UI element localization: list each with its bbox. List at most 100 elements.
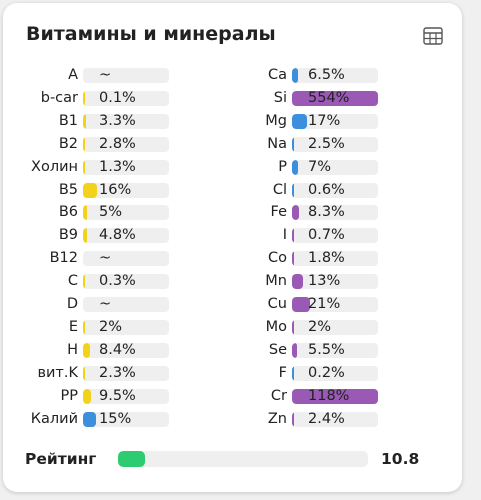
nutrient-bar bbox=[83, 274, 85, 290]
bar-track bbox=[292, 411, 378, 427]
nutrient-value: 1.3% bbox=[99, 158, 136, 175]
bar-track bbox=[83, 68, 169, 83]
nutrient-value: 2.3% bbox=[99, 364, 136, 381]
nutrient-name: B5 bbox=[58, 181, 78, 198]
nutrient-row: Si 554% bbox=[217, 88, 447, 108]
nutrient-bar bbox=[292, 274, 304, 290]
nutrient-row: Fe 8.3% bbox=[217, 202, 447, 222]
bar-track bbox=[292, 342, 378, 358]
card: Витамины и минералы A ~ b-car 0.1% B1 3.3% B2 2… bbox=[3, 3, 462, 492]
nutrient-bar bbox=[292, 388, 378, 404]
nutrient-value: 2.4% bbox=[308, 410, 345, 427]
nutrient-name: Mg bbox=[265, 112, 287, 129]
nutrient-name: Mo bbox=[265, 318, 287, 335]
bar-track bbox=[83, 319, 169, 335]
nutrient-bar bbox=[292, 319, 294, 335]
nutrient-bar bbox=[292, 68, 298, 83]
nutrient-bar bbox=[83, 411, 96, 427]
nutrient-row: Cu 21% bbox=[217, 294, 447, 314]
nutrient-row: Na 2.5% bbox=[217, 134, 447, 154]
bar-track bbox=[292, 182, 378, 198]
rating-track bbox=[118, 451, 368, 467]
nutrient-name: I bbox=[282, 227, 287, 244]
nutrient-bar bbox=[292, 136, 295, 152]
nutrient-value: 0.2% bbox=[308, 364, 345, 381]
nutrient-value: ~ bbox=[99, 250, 112, 267]
nutrient-bar bbox=[83, 228, 88, 244]
bar-track bbox=[292, 228, 378, 244]
nutrient-bar bbox=[83, 205, 88, 221]
nutrient-row: Zn 2.4% bbox=[217, 409, 447, 429]
bar-track bbox=[83, 297, 169, 312]
nutrient-name: Na bbox=[267, 135, 287, 152]
bar-track bbox=[83, 159, 169, 175]
nutrient-row: Cr 118% bbox=[217, 386, 447, 406]
nutrient-bar bbox=[292, 205, 300, 221]
nutrient-bar bbox=[83, 136, 86, 152]
nutrient-name: H bbox=[67, 341, 78, 358]
bar-track bbox=[83, 90, 169, 106]
nutrient-value: 13% bbox=[308, 273, 341, 290]
bar-track bbox=[83, 182, 169, 198]
nutrient-name: E bbox=[68, 318, 78, 335]
card-title: Витамины и минералы bbox=[26, 23, 276, 45]
nutrient-row: Холин 1.3% bbox=[8, 157, 238, 177]
bar-track bbox=[83, 205, 169, 221]
nutrient-row: P 7% bbox=[217, 157, 447, 177]
bar-track bbox=[83, 274, 169, 290]
nutrient-bar bbox=[292, 90, 378, 106]
nutrient-name: C bbox=[67, 273, 78, 290]
bar-track bbox=[83, 411, 169, 427]
nutrient-value: 21% bbox=[308, 296, 341, 312]
nutrient-bar bbox=[83, 365, 85, 381]
nutrient-value: 0.1% bbox=[99, 89, 136, 106]
nutrient-row: A ~ bbox=[8, 65, 238, 85]
rating-bar bbox=[118, 451, 145, 467]
nutrient-value: 2% bbox=[99, 318, 123, 335]
nutrient-row: Se 5.5% bbox=[217, 340, 447, 360]
nutrient-bar bbox=[292, 342, 297, 358]
nutrient-value: 5.5% bbox=[308, 341, 345, 358]
nutrient-name: Zn bbox=[267, 410, 287, 427]
nutrient-value: 2.5% bbox=[308, 135, 345, 152]
nutrient-name: B9 bbox=[58, 227, 78, 244]
nutrient-value: 0.6% bbox=[308, 181, 345, 198]
nutrient-value: 5% bbox=[99, 204, 123, 221]
nutrient-value: 7% bbox=[308, 158, 332, 175]
nutrient-bar bbox=[83, 388, 92, 404]
bar-track bbox=[292, 365, 378, 381]
nutrient-bar bbox=[292, 159, 299, 175]
nutrient-value: 6.5% bbox=[308, 67, 345, 83]
table-icon[interactable] bbox=[423, 27, 443, 45]
bar-track bbox=[292, 251, 378, 267]
bar-track bbox=[83, 365, 169, 381]
bar-track bbox=[83, 251, 169, 267]
nutrient-bar bbox=[83, 342, 91, 358]
bar-track bbox=[292, 205, 378, 221]
bar-track bbox=[292, 113, 378, 129]
nutrient-value: 15% bbox=[99, 410, 132, 427]
nutrient-bar bbox=[83, 159, 85, 175]
nutrient-row: E 2% bbox=[8, 317, 238, 337]
nutrient-row: H 8.4% bbox=[8, 340, 238, 360]
nutrient-value: 554% bbox=[308, 89, 350, 106]
nutrient-name: PP bbox=[60, 387, 79, 404]
nutrient-row: Cl 0.6% bbox=[217, 180, 447, 200]
nutrient-row: B1 3.3% bbox=[8, 111, 238, 131]
nutrient-bar bbox=[83, 319, 85, 335]
nutrient-value: 0.7% bbox=[308, 227, 345, 244]
nutrient-row: I 0.7% bbox=[217, 225, 447, 245]
nutrient-name: Холин bbox=[31, 158, 78, 175]
nutrient-name: B1 bbox=[58, 112, 78, 129]
nutrient-name: Mn bbox=[265, 273, 287, 290]
nutrient-bar bbox=[292, 365, 294, 381]
nutrient-name: Ca bbox=[267, 67, 287, 83]
bar-track bbox=[292, 159, 378, 175]
nutrient-row: вит.K 2.3% bbox=[8, 363, 238, 383]
nutrient-row: C 0.3% bbox=[8, 271, 238, 291]
bar-track bbox=[83, 136, 169, 152]
nutrient-value: ~ bbox=[99, 67, 112, 83]
nutrient-value: 118% bbox=[308, 387, 350, 404]
bar-track bbox=[292, 274, 378, 290]
nutrient-value: ~ bbox=[99, 296, 112, 312]
